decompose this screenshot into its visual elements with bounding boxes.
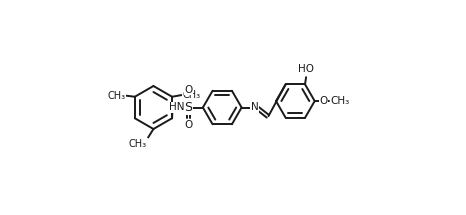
Text: CH₃: CH₃ — [330, 96, 350, 106]
Text: O: O — [184, 120, 192, 131]
Text: N: N — [251, 103, 258, 112]
Text: S: S — [184, 101, 192, 114]
Text: HO: HO — [298, 64, 314, 74]
Text: HN: HN — [169, 103, 184, 112]
Text: O: O — [319, 96, 328, 106]
Text: CH₃: CH₃ — [129, 139, 147, 149]
Text: CH₃: CH₃ — [107, 91, 125, 101]
Text: CH₃: CH₃ — [183, 90, 201, 100]
Text: O: O — [184, 84, 192, 95]
